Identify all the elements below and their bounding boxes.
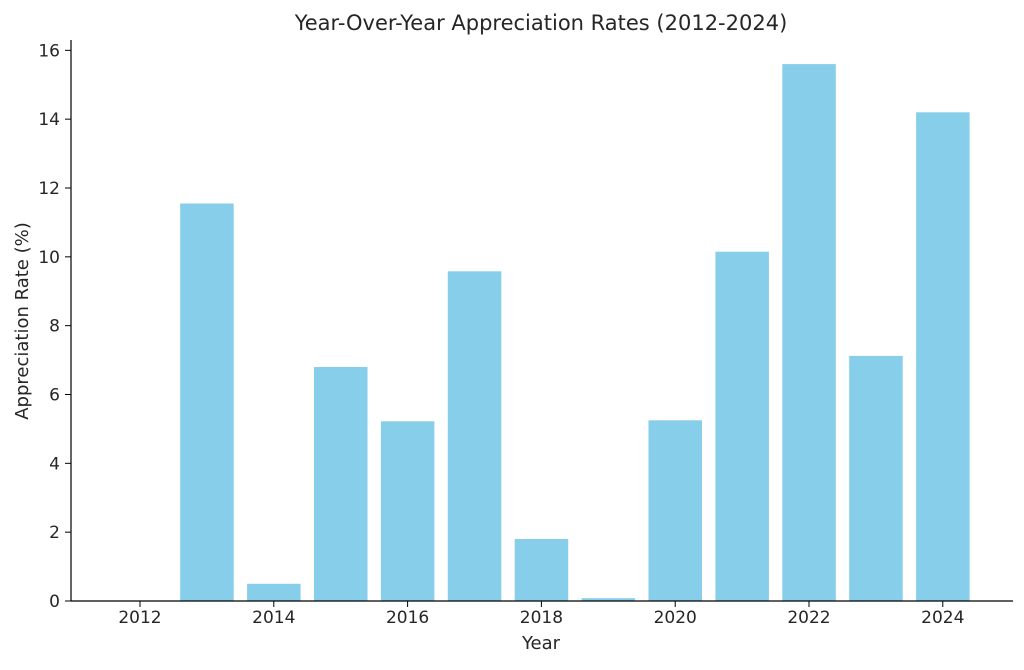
bar-2016 [380,421,435,601]
x-tick-label: 2024 [921,608,964,628]
bar-2021 [715,251,769,601]
y-ticks-group: 0 2 4 6 8 10 12 14 16 [38,41,71,612]
y-tick-label: 0 [49,592,60,612]
bars-group [180,64,970,602]
bar-2015 [314,367,368,601]
y-tick-label: 4 [49,454,60,474]
x-tick-label: 2016 [386,608,429,628]
x-ticks-group: 2012 2014 2016 2018 2020 2022 2024 [118,601,964,628]
bar-2024 [916,112,970,602]
bar-2014 [247,583,301,601]
bar-2020 [648,420,702,601]
bar-2013 [180,203,234,601]
y-axis-label: Appreciation Rate (%) [12,222,33,420]
bar-2023 [849,355,903,601]
y-tick-label: 10 [38,248,60,268]
y-tick-label: 8 [49,317,60,337]
x-tick-label: 2014 [252,608,295,628]
bar-2018 [514,539,569,601]
chart-title: Year-Over-Year Appreciation Rates (2012-… [294,11,788,35]
y-tick-label: 2 [49,523,60,543]
y-tick-label: 6 [49,385,60,405]
bar-2022 [782,64,836,602]
x-axis-label: Year [521,633,561,654]
x-tick-label: 2020 [654,608,697,628]
y-tick-label: 16 [38,41,60,61]
bar-2017 [447,271,502,601]
x-tick-label: 2018 [520,608,563,628]
x-tick-label: 2012 [118,608,161,628]
y-tick-label: 12 [38,179,60,199]
bar-2019 [581,598,636,601]
x-tick-label: 2022 [787,608,830,628]
y-tick-label: 14 [38,110,60,130]
